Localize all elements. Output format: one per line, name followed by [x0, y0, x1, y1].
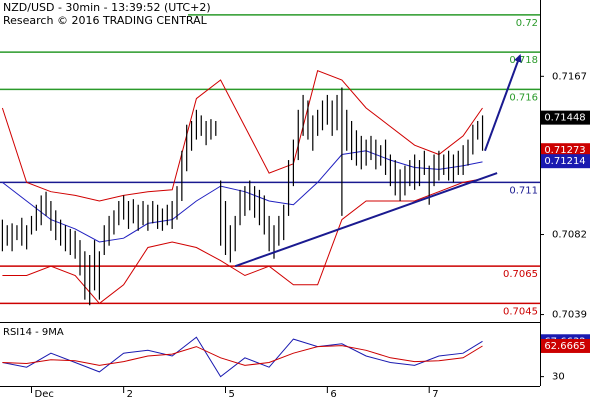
- price-tag: [541, 154, 590, 169]
- price-tag: [541, 338, 590, 353]
- chart-subtitle: Research © 2016 TRADING CENTRAL: [3, 14, 208, 27]
- x-tick-label: Dec: [35, 389, 54, 400]
- trendline: [234, 172, 498, 268]
- level-label: 0.7045: [503, 306, 538, 317]
- price-tag: [541, 143, 590, 158]
- price-tag-label: 0.71273: [544, 145, 585, 156]
- series-line: [2, 178, 483, 305]
- series-line: [2, 345, 483, 366]
- level-label: 0.711: [509, 185, 538, 196]
- rsi-panel: 3067.663262.6665: [2, 334, 590, 383]
- series-line: [2, 336, 483, 378]
- price-tag-label: 0.71448: [544, 113, 585, 124]
- level-label: 0.718: [509, 55, 538, 66]
- price-tag: [541, 110, 590, 125]
- level-label: 0.7065: [503, 269, 538, 280]
- x-tick-label: 2: [127, 389, 133, 400]
- y-tick-label: 0.7167: [552, 71, 587, 82]
- chart-title: NZD/USD - 30min - 13:39:52 (UTC+2): [3, 1, 211, 14]
- arrow: [484, 53, 522, 152]
- price-tag-label: 62.6665: [544, 341, 585, 352]
- x-tick-label: 7: [432, 389, 438, 400]
- series-line: [1, 70, 483, 202]
- level-label: 0.716: [509, 92, 538, 103]
- y-tick-label: 0.7082: [552, 230, 587, 241]
- y-tick-label: 30: [552, 372, 565, 383]
- x-tick-label: 5: [229, 389, 235, 400]
- price-tag-label: 0.71214: [544, 156, 585, 167]
- rsi-title: RSI14 - 9MA: [3, 327, 64, 338]
- y-tick-label: 0.7039: [552, 310, 587, 321]
- x-tick-label: 6: [330, 389, 336, 400]
- level-label: 0.72: [516, 18, 538, 29]
- title-box: [0, 0, 188, 30]
